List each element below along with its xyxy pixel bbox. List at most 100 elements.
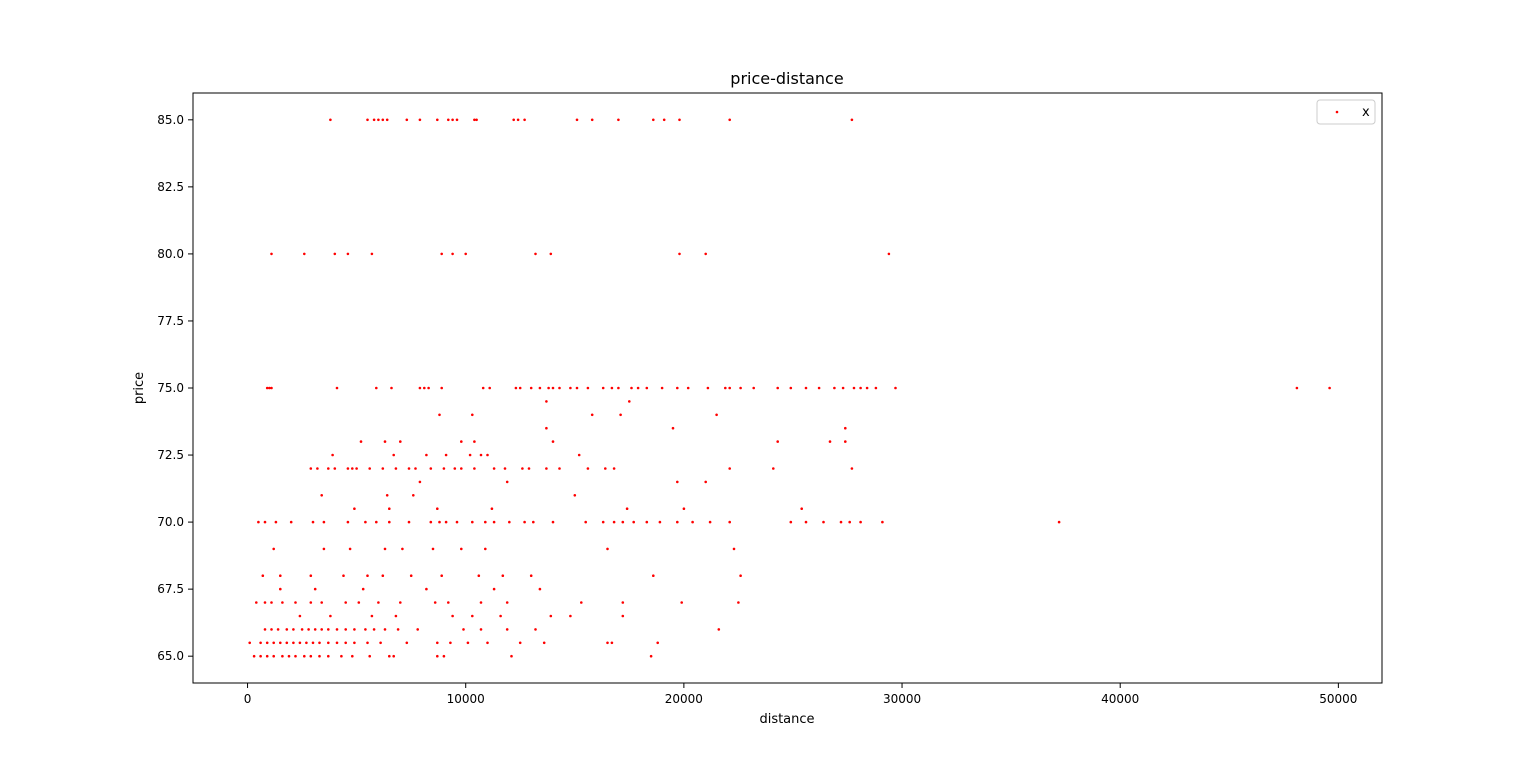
data-point [429, 520, 433, 524]
data-point [383, 547, 387, 551]
data-point [678, 252, 681, 256]
data-point [455, 520, 459, 524]
data-point [645, 386, 649, 390]
data-point [514, 386, 518, 390]
data-point [388, 520, 391, 524]
data-point [569, 614, 572, 618]
data-point [307, 628, 310, 631]
data-point [505, 601, 509, 604]
x-tick-label: 0 [244, 692, 252, 706]
data-point [466, 641, 470, 645]
data-point [492, 467, 496, 470]
data-point [316, 467, 319, 470]
data-point [342, 574, 345, 577]
data-point [584, 520, 587, 524]
data-point [440, 252, 444, 256]
data-point [440, 574, 444, 577]
data-point [394, 467, 398, 470]
data-point [281, 601, 284, 604]
data-point [804, 386, 808, 390]
data-point [479, 601, 483, 604]
data-point [370, 252, 374, 256]
data-point [409, 574, 413, 577]
data-point [309, 467, 313, 470]
data-point [451, 252, 454, 256]
data-point [298, 641, 302, 645]
data-point [529, 386, 533, 390]
data-point [405, 118, 409, 122]
data-point [285, 628, 289, 631]
data-point [333, 467, 337, 470]
data-point [368, 467, 372, 470]
data-point [590, 413, 594, 417]
data-point [833, 386, 836, 390]
data-point [331, 453, 334, 457]
plot-area [248, 118, 1331, 658]
data-point [361, 587, 365, 591]
data-point [261, 574, 265, 577]
data-point [772, 467, 775, 470]
data-point [728, 118, 731, 122]
data-point [309, 601, 313, 604]
data-point [551, 440, 555, 443]
data-point [418, 386, 422, 390]
data-point [874, 386, 878, 390]
data-point [429, 467, 433, 470]
data-point [438, 520, 441, 524]
data-point [318, 641, 321, 645]
y-tick-label: 82.5 [157, 180, 184, 194]
data-point [248, 641, 251, 645]
y-tick-label: 85.0 [157, 113, 184, 127]
data-point [309, 574, 313, 577]
data-point [704, 252, 707, 256]
data-point [270, 252, 273, 256]
data-point [272, 654, 276, 658]
data-point [279, 587, 282, 591]
x-tick-label: 10000 [447, 692, 485, 706]
data-point [436, 507, 439, 511]
data-point [292, 628, 295, 631]
data-point [484, 520, 487, 524]
data-point [632, 520, 635, 524]
data-point [309, 654, 313, 658]
data-point [671, 426, 675, 430]
data-point [449, 641, 452, 645]
data-point [545, 467, 548, 470]
data-point [320, 494, 324, 497]
data-point [383, 628, 387, 631]
data-point [486, 453, 489, 457]
data-point [392, 453, 396, 457]
data-point [364, 628, 367, 631]
data-point [508, 520, 511, 524]
x-axis: 0 10000 20000 30000 40000 50000 [244, 683, 1357, 706]
data-point [340, 654, 343, 658]
data-point [501, 574, 505, 577]
data-point [353, 641, 356, 645]
data-point [327, 641, 330, 645]
data-point [488, 386, 492, 390]
data-point [300, 628, 304, 631]
data-point [676, 480, 679, 484]
data-point [346, 467, 350, 470]
data-point [549, 252, 553, 256]
y-tick-label: 77.5 [157, 314, 184, 328]
data-point [265, 641, 269, 645]
data-point [436, 118, 439, 122]
data-point [322, 547, 326, 551]
data-point [375, 520, 378, 524]
x-tick-label: 30000 [883, 692, 921, 706]
data-point [612, 520, 616, 524]
data-point [859, 386, 862, 390]
data-point [460, 467, 463, 470]
data-point [383, 440, 387, 443]
data-point [381, 467, 385, 470]
data-point [715, 413, 718, 417]
data-point [612, 467, 616, 470]
data-point [455, 118, 459, 122]
data-point [534, 628, 537, 631]
data-point [333, 252, 337, 256]
data-point [865, 386, 869, 390]
data-point [399, 601, 402, 604]
data-point [1295, 386, 1299, 390]
